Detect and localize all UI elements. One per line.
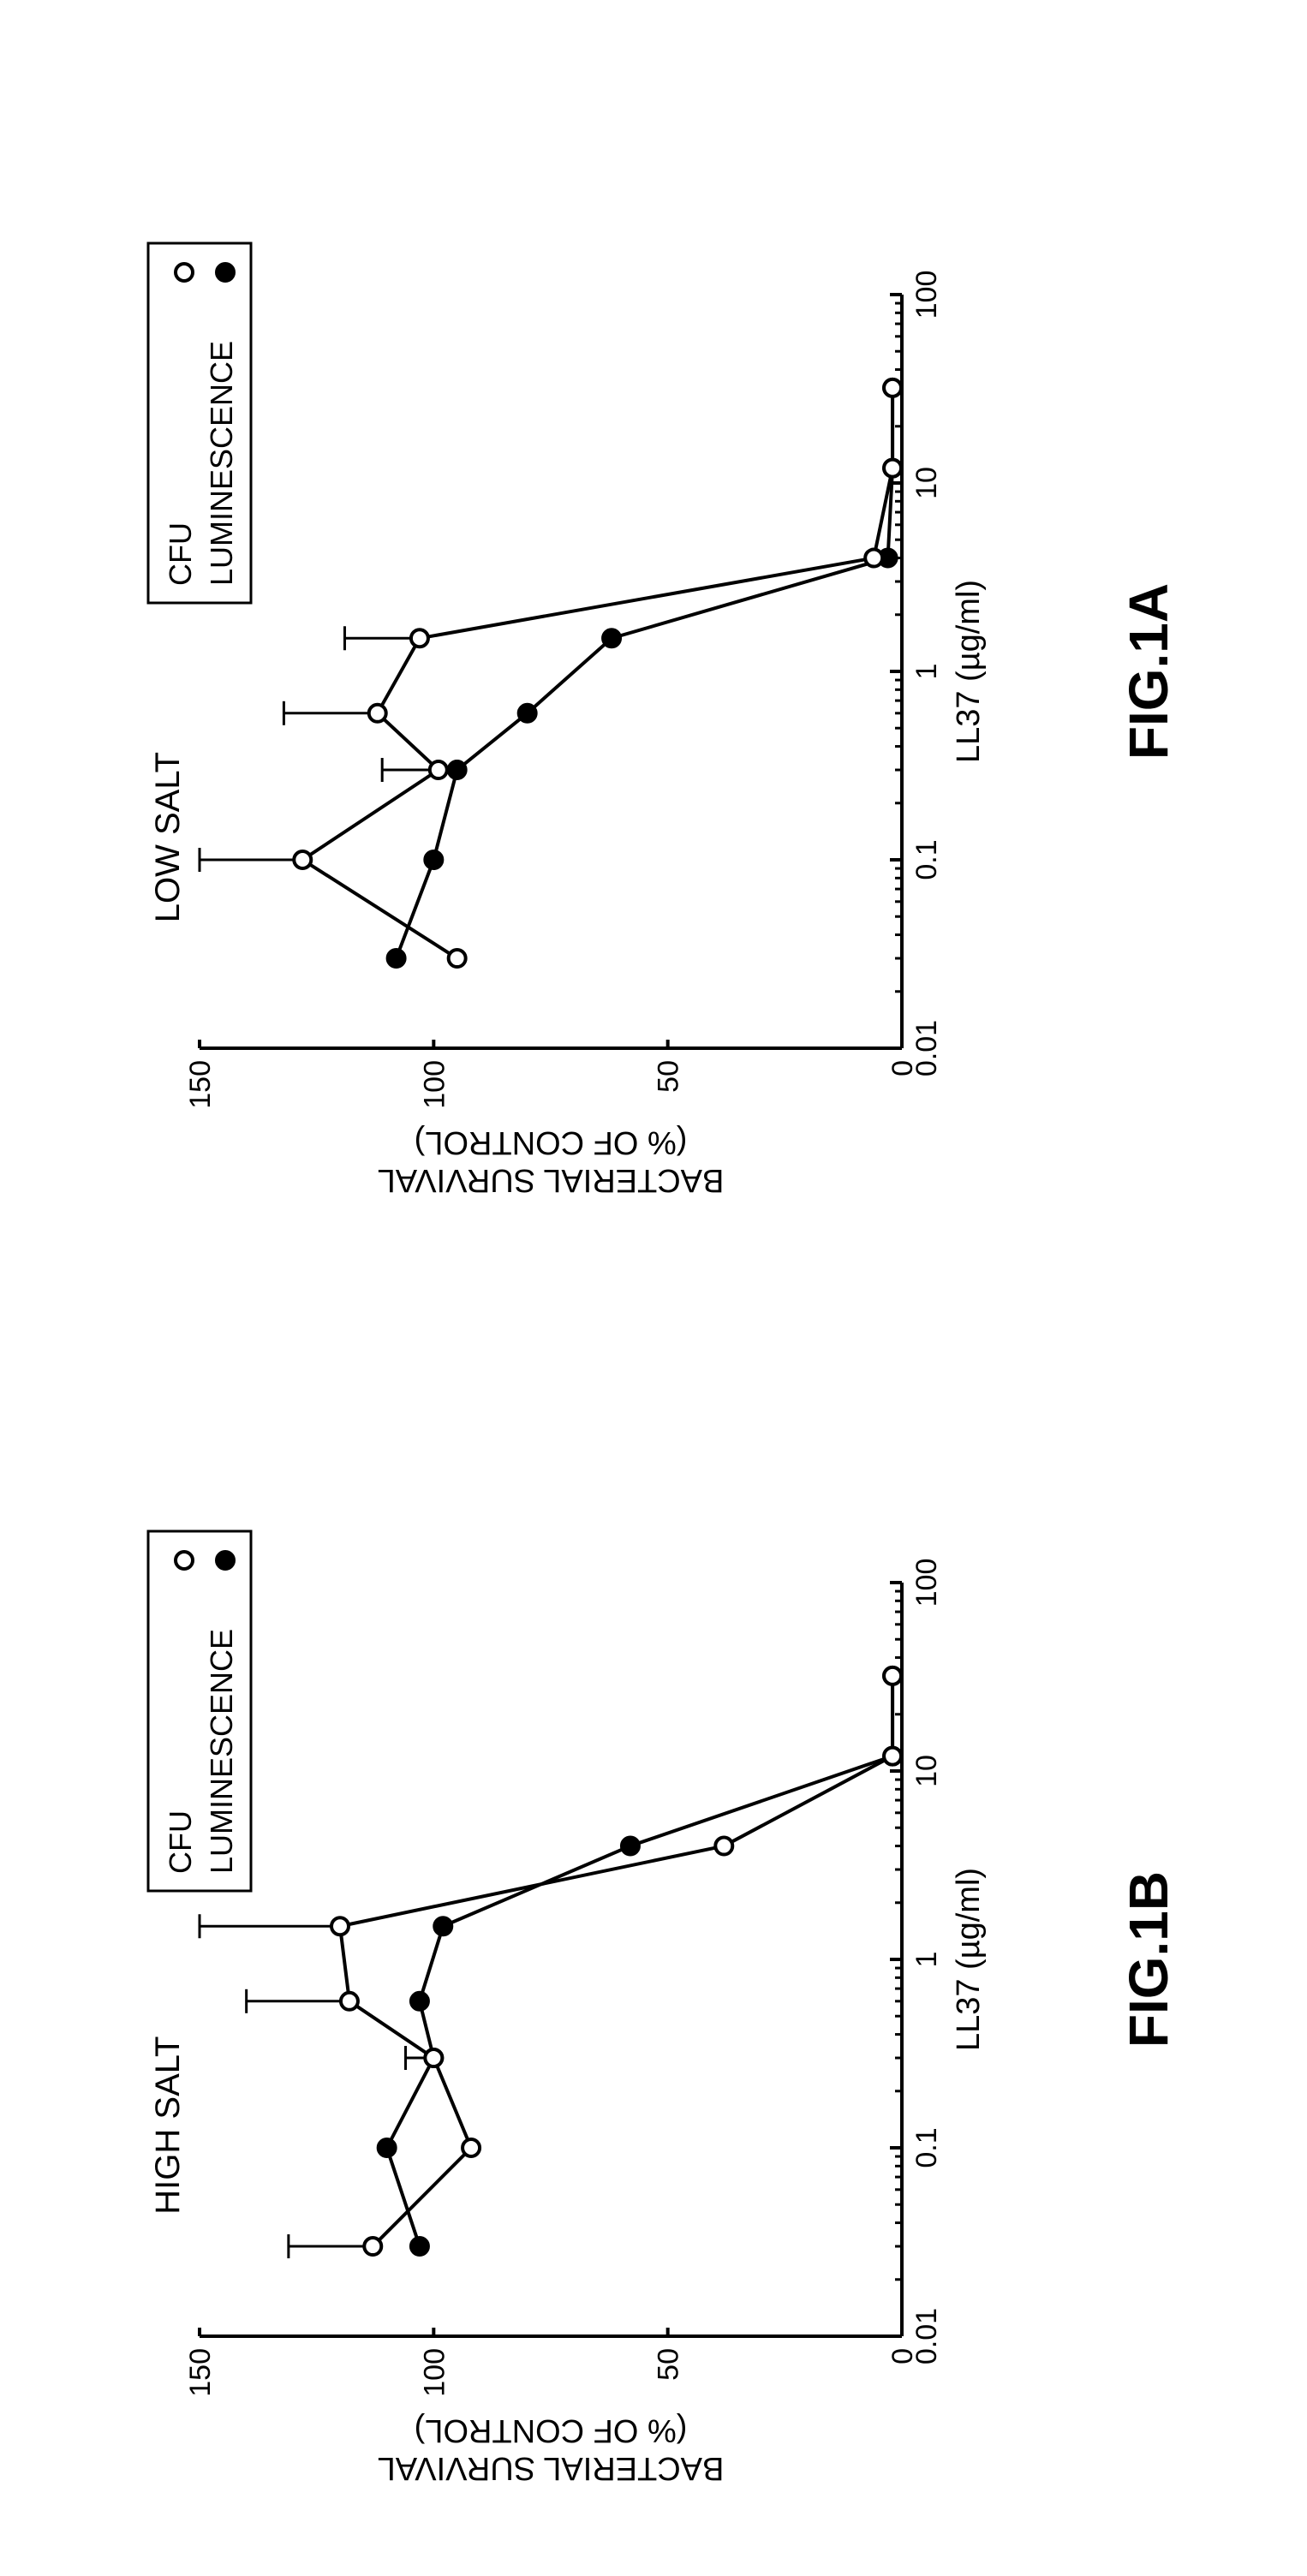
svg-text:CFU: CFU — [163, 522, 198, 586]
axes — [200, 1583, 902, 2336]
svg-text:0.1: 0.1 — [910, 839, 943, 880]
y-tick-labels: 050100150 — [184, 1060, 919, 1109]
svg-text:10: 10 — [910, 1755, 943, 1787]
x-tick-labels: 0.01 0.1 1 10 100 — [910, 271, 943, 1076]
svg-text:100: 100 — [910, 271, 943, 319]
svg-text:50: 50 — [653, 2348, 685, 2381]
y-axis-label: BACTERIAL SURVIVAL(% OF CONTROL) — [378, 2412, 725, 2486]
svg-text:100: 100 — [418, 1060, 451, 1109]
svg-text:0.01: 0.01 — [910, 1020, 943, 1076]
series-cfu — [294, 379, 901, 967]
svg-text:150: 150 — [184, 1060, 217, 1109]
x-tick-labels: 0.01 0.1 1 10 100 — [910, 1559, 943, 2364]
y-tick-labels: 050100150 — [184, 2348, 919, 2397]
svg-text:(% OF CONTROL): (% OF CONTROL) — [415, 2412, 688, 2448]
panel-wrap-B: 0501001500.010.1110100LL37 (µg/ml)BACTER… — [97, 1463, 1210, 2576]
panel-title: LOW SALT — [149, 752, 187, 922]
svg-text:BACTERIAL SURVIVAL: BACTERIAL SURVIVAL — [378, 2450, 725, 2486]
panel-wrap-A: 0501001500.010.1110100LL37 (µg/ml)BACTER… — [97, 175, 1210, 1288]
y-axis-label: BACTERIAL SURVIVAL(% OF CONTROL) — [378, 1124, 725, 1198]
svg-text:0.01: 0.01 — [910, 2308, 943, 2364]
chart-panel-A: 0501001500.010.1110100LL37 (µg/ml)BACTER… — [97, 175, 1210, 1288]
svg-text:50: 50 — [653, 1060, 685, 1093]
svg-text:1: 1 — [910, 664, 943, 680]
legend: CFULUMINESCENCE — [148, 1531, 251, 1891]
svg-text:LUMINESCENCE: LUMINESCENCE — [204, 1629, 239, 1874]
series-cfu — [331, 1667, 901, 2255]
figure-label: FIG.1B — [1118, 1871, 1179, 2048]
x-axis-label: LL37 (µg/ml) — [951, 580, 987, 763]
svg-text:BACTERIAL SURVIVAL: BACTERIAL SURVIVAL — [378, 1162, 725, 1198]
series-luminescence — [379, 1667, 901, 2255]
axes — [200, 295, 902, 1048]
panel-title: HIGH SALT — [149, 2036, 187, 2215]
svg-text:LUMINESCENCE: LUMINESCENCE — [204, 341, 239, 586]
svg-text:100: 100 — [910, 1559, 943, 1607]
svg-text:150: 150 — [184, 2348, 217, 2397]
svg-text:(% OF CONTROL): (% OF CONTROL) — [415, 1124, 688, 1160]
series-luminescence — [388, 379, 901, 967]
svg-text:1: 1 — [910, 1952, 943, 1968]
svg-text:CFU: CFU — [163, 1810, 198, 1874]
figure-label: FIG.1A — [1118, 583, 1179, 760]
svg-text:10: 10 — [910, 467, 943, 499]
svg-text:0.1: 0.1 — [910, 2127, 943, 2168]
legend: CFULUMINESCENCE — [148, 243, 251, 603]
x-axis-label: LL37 (µg/ml) — [951, 1868, 987, 2051]
error-bars — [200, 1914, 433, 2258]
chart-panel-B: 0501001500.010.1110100LL37 (µg/ml)BACTER… — [97, 1463, 1210, 2576]
error-bars — [200, 626, 439, 872]
svg-text:100: 100 — [418, 2348, 451, 2397]
